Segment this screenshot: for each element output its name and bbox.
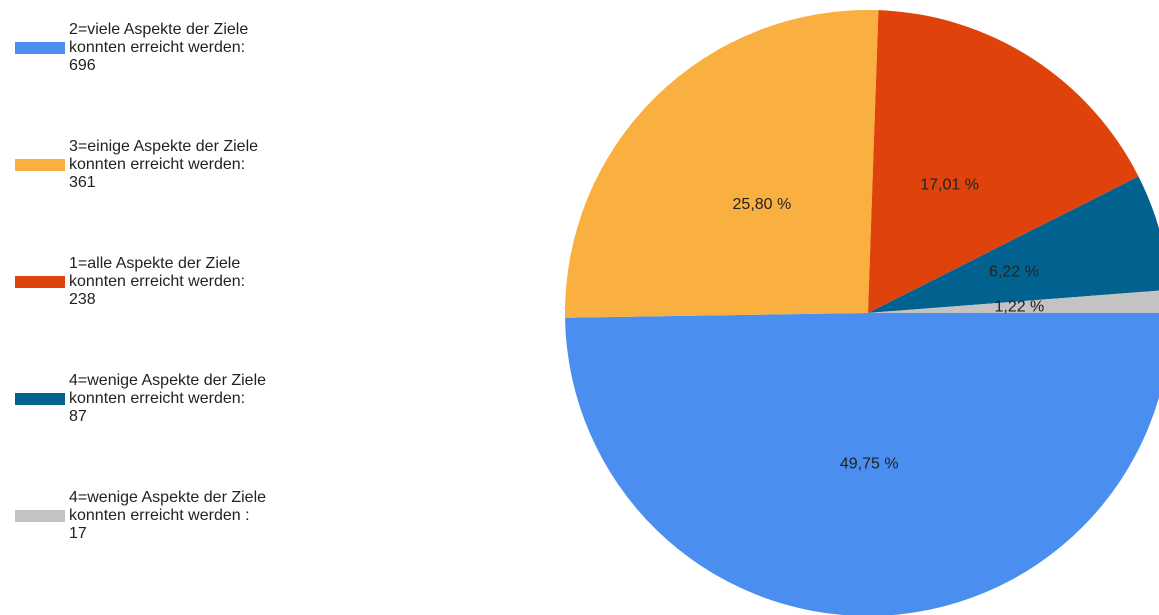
legend: 2=viele Aspekte der Ziele konnten erreic… bbox=[15, 21, 284, 606]
legend-entry: 2=viele Aspekte der Ziele konnten erreic… bbox=[15, 21, 284, 75]
legend-entry: 4=wenige Aspekte der Ziele konnten errei… bbox=[15, 372, 284, 426]
slice-label: 25,80 % bbox=[733, 196, 792, 213]
legend-text: 1=alle Aspekte der Ziele konnten erreich… bbox=[69, 255, 284, 309]
slice-label: 49,75 % bbox=[840, 456, 899, 473]
pie-slice bbox=[565, 313, 1159, 615]
legend-text: 4=wenige Aspekte der Ziele konnten errei… bbox=[69, 489, 284, 543]
legend-text: 4=wenige Aspekte der Ziele konnten errei… bbox=[69, 372, 284, 426]
legend-swatch bbox=[15, 276, 65, 288]
slice-label: 17,01 % bbox=[920, 177, 979, 194]
pie-slice bbox=[868, 10, 1139, 313]
legend-entry: 3=einige Aspekte der Ziele konnten errei… bbox=[15, 138, 284, 192]
legend-label: 2=viele Aspekte der Ziele konnten erreic… bbox=[69, 21, 249, 56]
legend-entry: 1=alle Aspekte der Ziele konnten erreich… bbox=[15, 255, 284, 309]
legend-count: 87 bbox=[69, 408, 87, 425]
slice-label: 1,22 % bbox=[994, 298, 1044, 315]
legend-count: 17 bbox=[69, 525, 87, 542]
legend-count: 696 bbox=[69, 57, 96, 74]
pie-slice bbox=[868, 290, 1159, 313]
legend-swatch bbox=[15, 42, 65, 54]
legend-count: 361 bbox=[69, 174, 96, 191]
legend-label: 4=wenige Aspekte der Ziele konnten errei… bbox=[69, 372, 267, 407]
pie-slice bbox=[868, 176, 1159, 313]
pie-slice bbox=[565, 10, 879, 318]
legend-count: 238 bbox=[69, 291, 96, 308]
legend-text: 3=einige Aspekte der Ziele konnten errei… bbox=[69, 138, 284, 192]
legend-label: 3=einige Aspekte der Ziele konnten errei… bbox=[69, 138, 259, 173]
legend-entry: 4=wenige Aspekte der Ziele konnten errei… bbox=[15, 489, 284, 543]
legend-swatch bbox=[15, 393, 65, 405]
legend-label: 4=wenige Aspekte der Ziele konnten errei… bbox=[69, 489, 267, 524]
legend-text: 2=viele Aspekte der Ziele konnten erreic… bbox=[69, 21, 284, 75]
legend-swatch bbox=[15, 510, 65, 522]
legend-swatch bbox=[15, 159, 65, 171]
slice-label: 6,22 % bbox=[989, 264, 1039, 281]
legend-label: 1=alle Aspekte der Ziele konnten erreich… bbox=[69, 255, 246, 290]
